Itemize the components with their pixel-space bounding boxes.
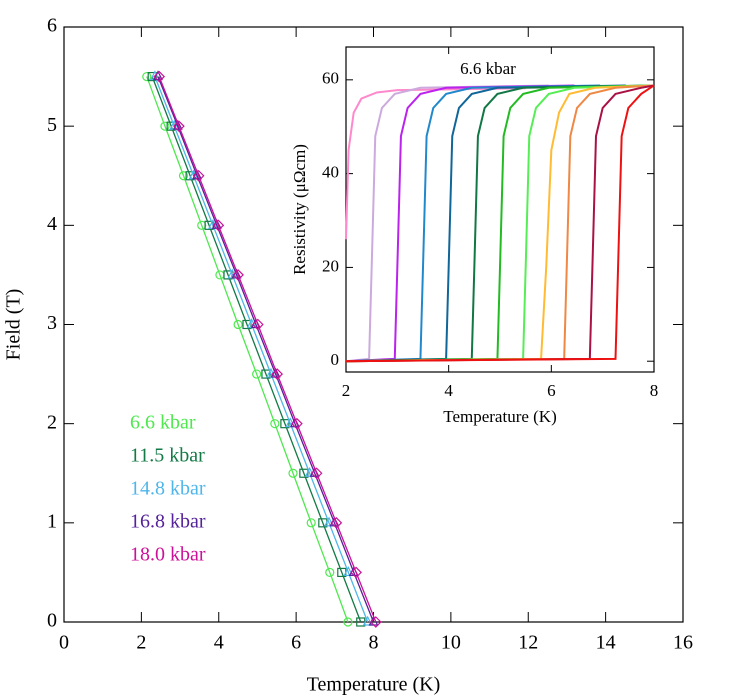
point <box>310 467 323 480</box>
point <box>270 419 280 429</box>
series-line <box>345 84 655 363</box>
point <box>153 70 166 83</box>
point <box>173 120 185 133</box>
legend-label: 18.0 kbar <box>130 544 206 566</box>
point <box>252 369 262 379</box>
y-axis-title: Resistivity (μΩcm) <box>290 144 309 275</box>
point <box>212 219 225 232</box>
point <box>233 319 243 330</box>
series-line <box>345 87 526 240</box>
series-line <box>345 84 655 363</box>
series-line <box>345 84 655 363</box>
series-line <box>345 84 655 363</box>
legend-label: 16.8 kbar <box>130 511 206 533</box>
inset-title: 6.6 kbar <box>460 59 516 78</box>
series-line <box>146 76 349 623</box>
plot-frame <box>345 46 655 373</box>
series-line <box>345 84 601 363</box>
point <box>232 269 244 281</box>
x-tick-label: 8 <box>369 632 379 654</box>
x-axis-title: Temperature (K) <box>307 673 441 695</box>
series-line <box>154 76 369 623</box>
x-tick-label: 10 <box>441 632 461 654</box>
y-tick-label: 6 <box>47 15 57 37</box>
point <box>343 617 353 627</box>
point <box>325 567 335 578</box>
point <box>192 169 205 182</box>
y-axis-title: Field (T) <box>3 289 25 361</box>
series-line <box>345 84 655 363</box>
y-tick-label: 0 <box>331 350 340 369</box>
point <box>271 368 284 380</box>
point <box>343 566 354 577</box>
point <box>251 318 264 331</box>
x-tick-label: 16 <box>673 632 693 654</box>
x-tick-label: 14 <box>596 632 616 654</box>
series-line <box>345 84 626 363</box>
point <box>288 468 298 478</box>
y-tick-label: 0 <box>47 610 57 632</box>
point <box>362 615 373 626</box>
point <box>299 468 309 478</box>
point <box>324 516 334 527</box>
x-tick-label: 6 <box>291 632 301 654</box>
x-axis-title: Temperature (K) <box>443 407 557 426</box>
point <box>291 417 303 430</box>
point <box>350 566 362 579</box>
series-line <box>151 76 362 623</box>
x-tick-label: 12 <box>518 632 538 654</box>
legend-label: 11.5 kbar <box>130 445 205 467</box>
x-tick-label: 0 <box>59 632 69 654</box>
x-tick-label: 6 <box>547 381 556 400</box>
y-tick-label: 5 <box>47 114 57 136</box>
x-tick-label: 8 <box>650 381 659 400</box>
point <box>142 71 152 82</box>
point <box>178 171 189 181</box>
point <box>306 518 316 528</box>
y-tick-label: 4 <box>47 213 57 235</box>
y-tick-label: 40 <box>322 163 339 182</box>
point <box>280 419 290 429</box>
legend-label: 14.8 kbar <box>130 478 206 500</box>
series-line <box>158 76 377 623</box>
series-line <box>157 76 375 623</box>
x-tick-label: 4 <box>214 632 224 654</box>
point <box>261 369 271 379</box>
y-tick-label: 20 <box>322 256 339 275</box>
y-tick-label: 3 <box>47 312 57 334</box>
series-line <box>345 84 655 363</box>
point <box>160 121 170 131</box>
point <box>330 516 343 529</box>
point <box>197 220 207 230</box>
series-line <box>345 84 655 363</box>
point <box>147 71 157 82</box>
y-tick-label: 1 <box>47 510 57 532</box>
y-tick-label: 60 <box>322 69 339 88</box>
series-line <box>345 84 549 363</box>
x-tick-label: 2 <box>342 381 351 400</box>
point <box>369 616 382 628</box>
x-tick-label: 4 <box>444 381 453 400</box>
x-tick-label: 2 <box>136 632 146 654</box>
legend-label: 6.6 kbar <box>130 412 196 434</box>
series-line <box>345 84 575 363</box>
point <box>304 466 315 477</box>
y-tick-label: 2 <box>47 411 57 433</box>
